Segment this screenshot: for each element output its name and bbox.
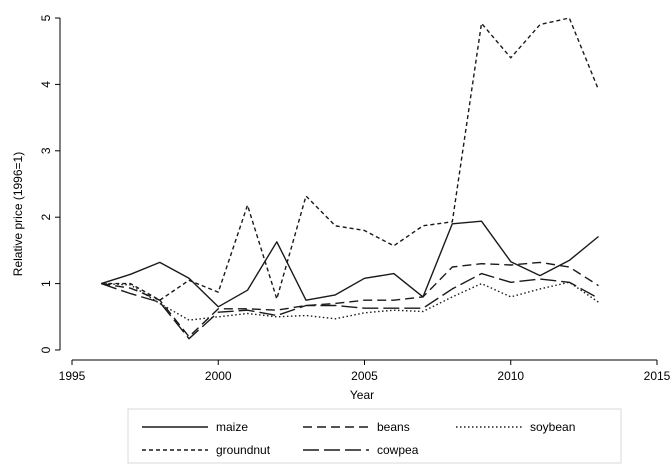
x-tick-label: 2015 xyxy=(644,369,670,383)
series-line-groundnut xyxy=(101,17,600,301)
legend-label-groundnut: groundnut xyxy=(216,443,271,457)
y-tick-label: 1 xyxy=(39,280,53,287)
legend-items: maize beans soybean groundnut cowpea xyxy=(142,420,575,457)
y-tick-label: 5 xyxy=(39,14,53,21)
y-tick-label: 3 xyxy=(39,147,53,154)
legend-box xyxy=(127,408,622,464)
series-lines xyxy=(101,17,600,340)
x-tick-label: 2005 xyxy=(351,369,378,383)
y-axis-title: Relative price (1996=1) xyxy=(11,152,25,276)
series-line-maize xyxy=(101,220,599,308)
legend: maize beans soybean groundnut cowpea xyxy=(127,408,622,464)
series-line-beans xyxy=(101,261,599,338)
y-tick-label: 4 xyxy=(39,81,53,88)
legend-label-soybean: soybean xyxy=(530,420,575,434)
y-ticks: 0 1 2 3 4 5 xyxy=(39,14,60,353)
y-tick-label: 2 xyxy=(39,214,53,221)
legend-label-cowpea: cowpea xyxy=(377,443,419,457)
x-tick-label: 2010 xyxy=(497,369,524,383)
x-tick-label: 2000 xyxy=(205,369,232,383)
axes: 0 1 2 3 4 5 1995 2000 2005 2010 2015 Relative pri… xyxy=(11,14,670,402)
y-tick-label: 0 xyxy=(39,346,53,353)
series-line-cowpea xyxy=(101,272,599,340)
x-tick-label: 1995 xyxy=(59,369,86,383)
x-axis-title: Year xyxy=(350,388,374,402)
legend-label-beans: beans xyxy=(377,420,410,434)
x-ticks: 1995 2000 2005 2010 2015 xyxy=(59,360,670,383)
legend-label-maize: maize xyxy=(216,420,248,434)
